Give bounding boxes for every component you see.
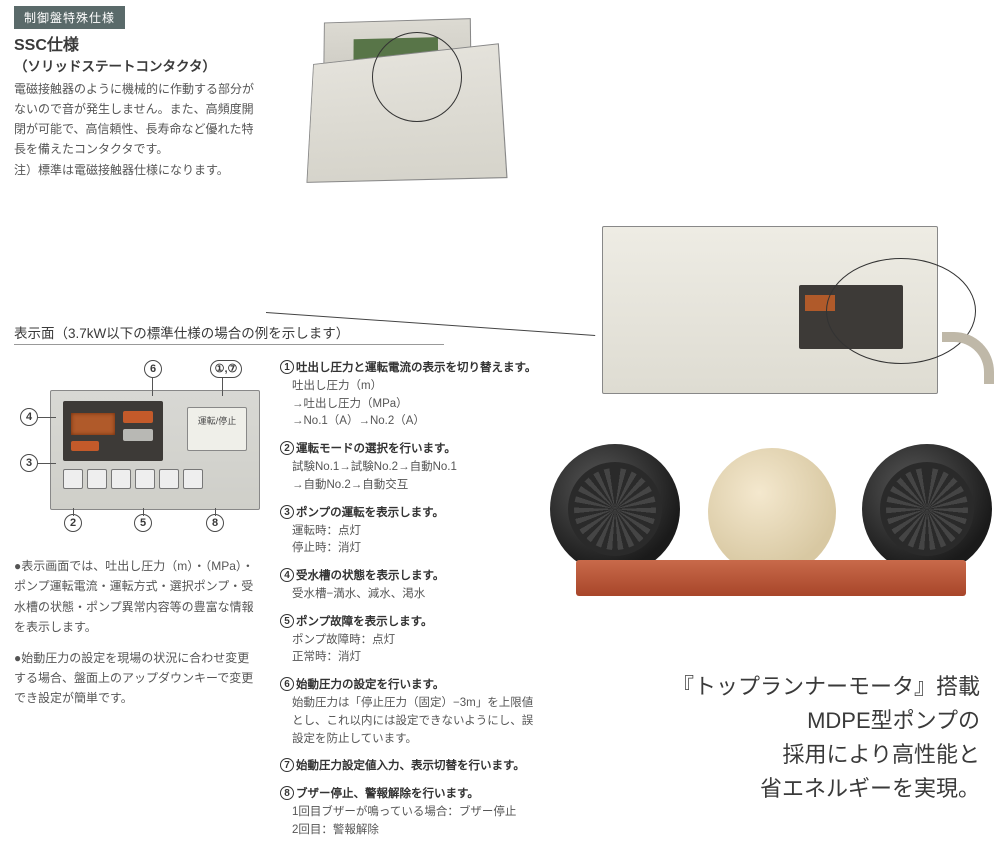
desc-item-2: 2運転モードの選択を行います。 試験No.1→試験No.2→自動No.1→自動N… <box>280 441 540 494</box>
discharge-pipe <box>942 332 994 384</box>
desc-body-1: 吐出し圧力（m）→吐出し圧力（MPa）→No.1（A）→No.2（A） <box>292 378 540 431</box>
desc-item-3: 3ポンプの運転を表示します。 運転時：点灯停止時：消灯 <box>280 505 540 558</box>
motor-left <box>550 444 680 574</box>
desc-body-4: 受水槽−満水、減水、渇水 <box>292 586 540 604</box>
pressure-tank <box>708 448 836 576</box>
desc-item-8: 8ブザー停止、警報解除を行います。 1回目ブザーが鳴っている場合：ブザー停止2回… <box>280 786 540 839</box>
notes-column: ●表示画面では、吐出し圧力（m）・（MPa）・ポンプ運転電流・運転方式・選択ポン… <box>14 556 258 719</box>
desc-item-5: 5ポンプ故障を表示します。 ポンプ故障時：点灯正常時：消灯 <box>280 614 540 667</box>
callout-6: 6 <box>144 360 162 378</box>
panel-button-row <box>63 469 249 501</box>
motor-right <box>862 444 992 574</box>
desc-body-2: 試験No.1→試験No.2→自動No.1→自動No.2→自動交互 <box>292 459 540 495</box>
panel-dark-area <box>63 401 163 461</box>
tagline-line-1: 『トップランナーモータ』搭載 <box>630 670 980 704</box>
description-column: 1吐出し圧力と運転電流の表示を切り替えます。 吐出し圧力（m）→吐出し圧力（MP… <box>280 360 540 850</box>
desc-body-8: 1回目ブザーが鳴っている場合：ブザー停止2回目：警報解除 <box>292 804 540 840</box>
ssc-body-text: 電磁接触器のように機械的に作動する部分がないので音が発生しません。また、高頻度開… <box>14 79 258 160</box>
desc-body-5: ポンプ故障時：点灯正常時：消灯 <box>292 632 540 668</box>
callout-4: 4 <box>20 408 38 426</box>
ssc-subtitle: （ソリッドステートコンタクタ） <box>14 55 258 75</box>
panel-body: 運転/停止 <box>50 390 260 510</box>
desc-item-1: 1吐出し圧力と運転電流の表示を切り替えます。 吐出し圧力（m）→吐出し圧力（MP… <box>280 360 540 431</box>
ssc-board-photo <box>280 10 510 200</box>
ssc-title: SSC仕様 <box>14 31 258 55</box>
desc-body-3: 運転時：点灯停止時：消灯 <box>292 523 540 559</box>
callout-8: 8 <box>206 514 224 532</box>
control-panel-illustration: 運転/停止 6 ①,⑦ 4 3 2 5 8 <box>20 360 270 530</box>
desc-item-4: 4受水槽の状態を表示します。 受水槽−満水、減水、渇水 <box>280 568 540 604</box>
feature-tagline: 『トップランナーモータ』搭載 MDPE型ポンプの 採用により高性能と 省エネルギ… <box>630 670 980 806</box>
desc-body-6: 始動圧力は「停止圧力（固定）−3m」を上限値とし、これ以内には設定できないように… <box>292 695 540 748</box>
desc-item-6: 6始動圧力の設定を行います。 始動圧力は「停止圧力（固定）−3m」を上限値とし、… <box>280 677 540 748</box>
ssc-callout-circle <box>372 32 462 122</box>
run-stop-button: 運転/停止 <box>187 407 247 451</box>
callout-3: 3 <box>20 454 38 472</box>
ssc-spec-block: 制御盤特殊仕様 SSC仕様 （ソリッドステートコンタクタ） 電磁接触器のように機… <box>14 6 258 180</box>
heading-underline <box>14 344 444 345</box>
tagline-line-4: 省エネルギーを実現。 <box>630 772 980 806</box>
display-face-heading: 表示面（3.7kW以下の標準仕様の場合の例を示します） <box>14 322 454 342</box>
tagline-line-2: MDPE型ポンプの <box>630 704 980 738</box>
tagline-line-3: 採用により高性能と <box>630 738 980 772</box>
ssc-note: 注）標準は電磁接触器仕様になります。 <box>14 160 258 180</box>
pump-unit-photo <box>556 216 986 636</box>
callout-5: 5 <box>134 514 152 532</box>
pump-base-plate <box>576 560 966 596</box>
desc-item-7: 7始動圧力設定値入力、表示切替を行います。 <box>280 758 540 776</box>
note-display-info: ●表示画面では、吐出し圧力（m）・（MPa）・ポンプ運転電流・運転方式・選択ポン… <box>14 556 258 638</box>
callout-2: 2 <box>64 514 82 532</box>
callout-1-7: ①,⑦ <box>210 360 242 378</box>
ssc-badge: 制御盤特殊仕様 <box>14 6 125 29</box>
note-startup-pressure: ●始動圧力の設定を現場の状況に合わせ変更する場合、盤面上のアップダウンキーで変更… <box>14 648 258 709</box>
